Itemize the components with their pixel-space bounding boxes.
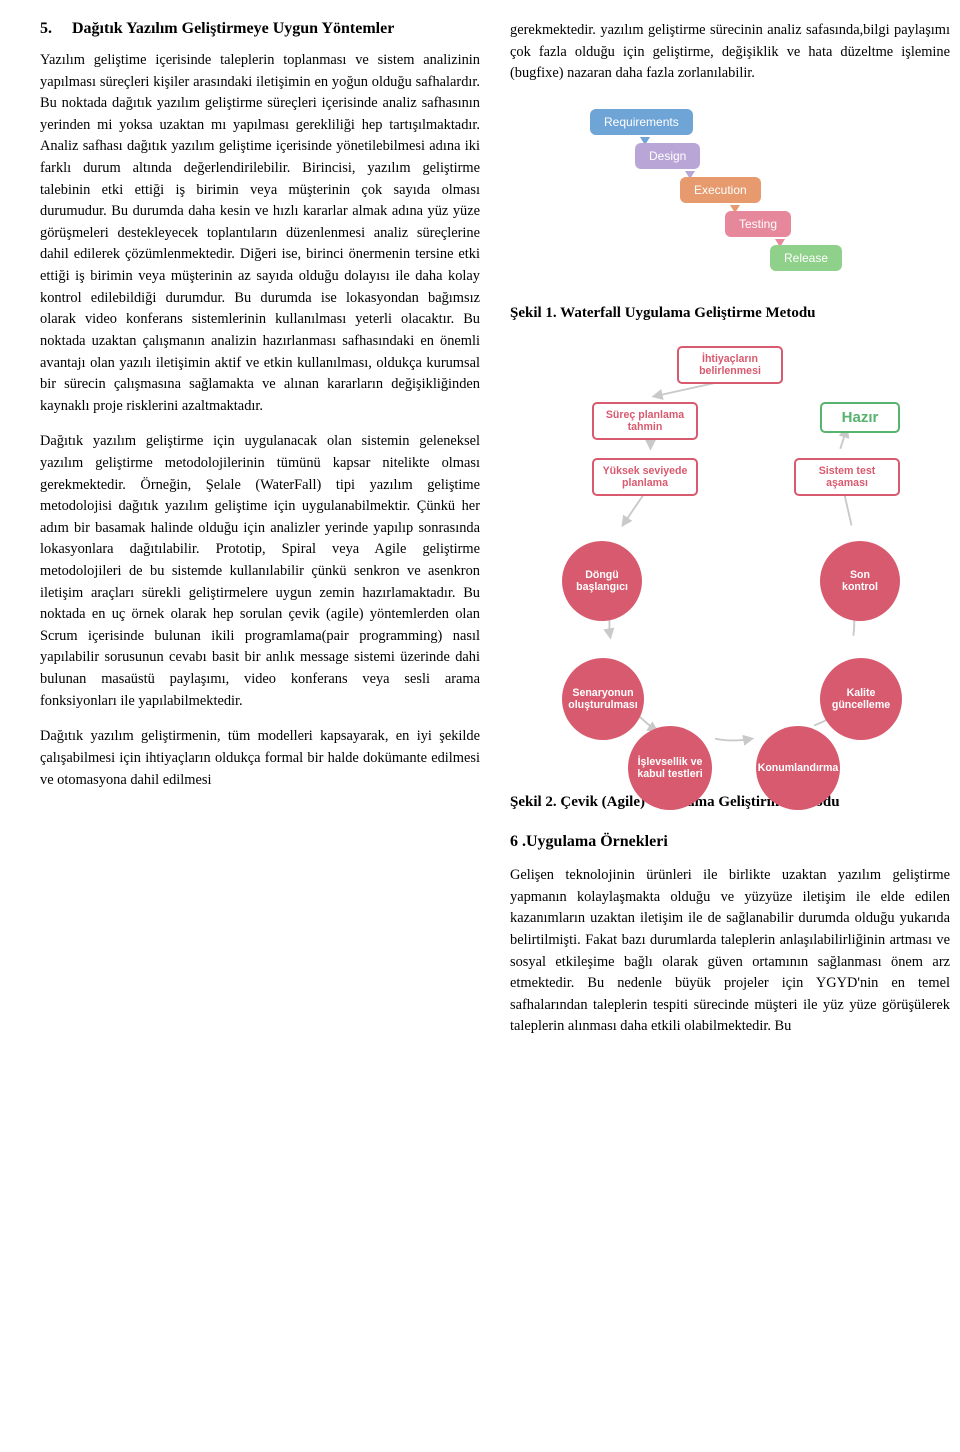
waterfall-box: Release: [770, 245, 842, 271]
agile-rect-node: Yüksek seviyedeplanlama: [592, 458, 698, 496]
section-5-text: Dağıtık Yazılım Geliştirmeye Uygun Yönte…: [52, 20, 480, 38]
waterfall-stage: Release: [770, 245, 870, 271]
section-5-title: 5. Dağıtık Yazılım Geliştirmeye Uygun Yö…: [40, 20, 480, 38]
left-para-3: Dağıtık yazılım geliştirmenin, tüm model…: [40, 726, 480, 791]
agile-circle-node: İşlevsellik vekabul testleri: [628, 726, 712, 810]
waterfall-box: Execution: [680, 177, 761, 203]
section-5-num: 5.: [40, 20, 52, 38]
agile-rect-node: Süreç planlamatahmin: [592, 402, 698, 440]
agile-circle-node: Sonkontrol: [820, 541, 900, 621]
agile-circle-node: Döngübaşlangıcı: [562, 541, 642, 621]
right-para-4: Gelişen teknolojinin ürünleri ile birlik…: [510, 865, 950, 1038]
left-para-1: Yazılım geliştime içerisinde taleplerin …: [40, 50, 480, 417]
waterfall-box: Design: [635, 143, 700, 169]
waterfall-stage: Execution: [680, 177, 870, 203]
section-6-title: 6 .Uygulama Örnekleri: [510, 831, 950, 853]
waterfall-box: Testing: [725, 211, 791, 237]
waterfall-box: Requirements: [590, 109, 693, 135]
right-column: gerekmektedir. yazılım geliştirme süreci…: [510, 20, 950, 1432]
agile-rect-node: Sistem testaşaması: [794, 458, 900, 496]
agile-circle-node: Konumlandırma: [756, 726, 840, 810]
figure-2-caption: Şekil 2. Çevik (Agile) Uygulama Geliştir…: [510, 792, 950, 813]
figure-1-waterfall: Requirements Design Execution Testing Releas…: [590, 109, 870, 279]
agile-circle-node: Senaryonunoluşturulması: [562, 658, 644, 740]
agile-circle-node: Kalitegüncelleme: [820, 658, 902, 740]
figure-1-caption: Şekil 1. Waterfall Uygulama Geliştirme M…: [510, 303, 950, 324]
agile-rect-node: İhtiyaçlarınbelirlenmesi: [677, 346, 783, 384]
agile-ready-node: Hazır: [820, 402, 900, 433]
left-column: 5. Dağıtık Yazılım Geliştirmeye Uygun Yö…: [40, 20, 480, 1432]
waterfall-stage: Requirements: [590, 109, 870, 135]
waterfall-stage: Testing: [725, 211, 870, 237]
right-para-0: gerekmektedir. yazılım geliştirme süreci…: [510, 20, 950, 85]
figure-2-agile: İhtiyaçlarınbelirlenmesi Süreç planlamata…: [520, 346, 940, 776]
left-para-2: Dağıtık yazılım geliştirme için uygulana…: [40, 431, 480, 712]
waterfall-stage: Design: [635, 143, 870, 169]
